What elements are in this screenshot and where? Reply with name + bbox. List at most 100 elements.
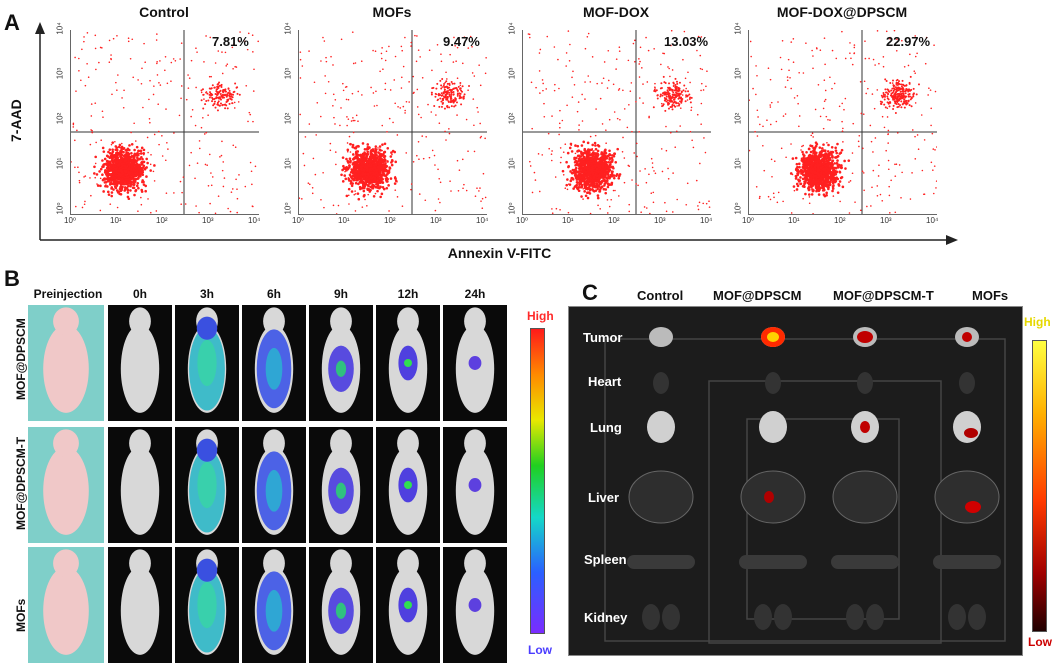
plot-title-1: Control — [139, 4, 189, 20]
x-tick-label: 10⁰ — [64, 216, 77, 225]
spleen-sample — [831, 555, 899, 569]
scale-b-high: High — [527, 309, 554, 323]
col-head-mof-dpscm: MOF@DPSCM — [713, 288, 802, 303]
mouse-image — [175, 427, 239, 543]
heart-sample — [653, 372, 669, 394]
percent-label-3: 13.03% — [664, 34, 709, 49]
scale-c-bar — [1032, 340, 1047, 632]
y-tick-label: 10² — [733, 112, 743, 125]
y-tick-label: 10¹ — [283, 157, 293, 170]
time-header-6h: 6h — [266, 287, 281, 301]
spleen-sample — [933, 555, 1001, 569]
mouse-image — [376, 427, 440, 543]
kidney-sample — [754, 604, 772, 630]
x-tick-label: 10⁴ — [926, 216, 939, 225]
x-tick-label: 10⁴ — [700, 216, 713, 225]
mouse-image — [309, 427, 373, 543]
organ-label-liver: Liver — [588, 490, 620, 505]
lung-sample — [953, 411, 981, 443]
mouse-image — [28, 547, 104, 663]
mouse-image — [242, 427, 306, 543]
col-head-mof-dpscm-t: MOF@DPSCM-T — [833, 288, 934, 303]
time-header-3h: 3h — [199, 287, 214, 301]
lung-sample — [647, 411, 675, 443]
tumor-sample — [649, 327, 673, 347]
panel-a-letter: A — [4, 10, 20, 35]
panel-c-letter: C — [582, 280, 598, 305]
x-tick-label: 10⁰ — [292, 216, 305, 225]
organ-label-lung: Lung — [590, 420, 622, 435]
organ-label-tumor: Tumor — [583, 330, 623, 345]
mouse-image — [108, 305, 172, 421]
percent-label-2: 9.47% — [443, 34, 480, 49]
percent-label-1: 7.81% — [212, 34, 249, 49]
mouse-image — [309, 305, 373, 421]
y-tick-label: 10⁴ — [283, 22, 293, 35]
x-axis-label: Annexin V-FITC — [447, 245, 552, 261]
scale-b-bar — [530, 328, 545, 634]
plot-title-3: MOF-DOX — [582, 4, 650, 20]
frame-inner — [746, 418, 900, 620]
spleen-sample — [739, 555, 807, 569]
liver-signal — [764, 491, 774, 503]
kidney-sample — [866, 604, 884, 630]
mouse-image — [376, 305, 440, 421]
y-tick-label: 10⁴ — [55, 22, 65, 35]
kidney-sample — [948, 604, 966, 630]
kidney-sample — [846, 604, 864, 630]
organ-label-heart: Heart — [588, 374, 622, 389]
tumor-signal-core — [767, 332, 779, 342]
liver-sample — [628, 470, 694, 524]
y-arrow-icon — [35, 22, 45, 34]
kidney-sample — [642, 604, 660, 630]
mouse-image — [376, 547, 440, 663]
mouse-image — [28, 427, 104, 543]
kidney-sample — [774, 604, 792, 630]
scale-c-high: High — [1024, 315, 1051, 329]
y-tick-label: 10⁰ — [733, 202, 743, 215]
spleen-sample — [627, 555, 695, 569]
y-tick-label: 10³ — [55, 67, 65, 80]
x-tick-label: 10² — [156, 216, 168, 225]
mouse-image — [443, 547, 507, 663]
x-tick-label: 10¹ — [338, 216, 350, 225]
scale-b-low: Low — [528, 643, 552, 657]
ex-vivo-image — [568, 306, 1023, 656]
y-tick-label: 10⁴ — [507, 22, 517, 35]
x-tick-label: 10³ — [654, 216, 666, 225]
percent-label-4: 22.97% — [886, 34, 931, 49]
mouse-image — [242, 547, 306, 663]
col-head-mofs: MOFs — [972, 288, 1009, 303]
tumor-signal — [962, 332, 972, 342]
mouse-image — [242, 305, 306, 421]
x-tick-label: 10⁰ — [516, 216, 529, 225]
row-label-mof-dpscm-t: MOF@DPSCM-T — [14, 436, 28, 530]
lung-signal — [964, 428, 978, 438]
time-header-24h: 24h — [464, 287, 486, 301]
x-tick-label: 10³ — [202, 216, 214, 225]
y-tick-label: 10⁰ — [283, 202, 293, 215]
heart-sample — [765, 372, 781, 394]
frame-outer — [604, 338, 1006, 642]
y-tick-label: 10³ — [507, 67, 517, 80]
time-header-9h: 9h — [333, 287, 348, 301]
time-header-pre: Preinjection — [33, 287, 103, 301]
organ-layout — [604, 327, 1006, 644]
y-tick-label: 10² — [507, 112, 517, 125]
plot-title-4: MOF-DOX@DPSCM — [776, 4, 908, 20]
x-tick-label: 10⁴ — [476, 216, 489, 225]
scale-c-low: Low — [1028, 635, 1052, 649]
heart-sample — [857, 372, 873, 394]
liver-signal — [965, 501, 981, 513]
tumor-signal — [857, 331, 873, 343]
y-tick-label: 10² — [283, 112, 293, 125]
y-tick-label: 10¹ — [733, 157, 743, 170]
mouse-image — [108, 547, 172, 663]
flow-plot-3 — [522, 30, 711, 215]
y-tick-label: 10¹ — [507, 157, 517, 170]
col-head-control: Control — [637, 288, 684, 303]
mouse-image — [309, 547, 373, 663]
x-tick-label: 10¹ — [562, 216, 574, 225]
row-label-mofs: MOFs — [14, 598, 28, 632]
x-tick-label: 10¹ — [110, 216, 122, 225]
